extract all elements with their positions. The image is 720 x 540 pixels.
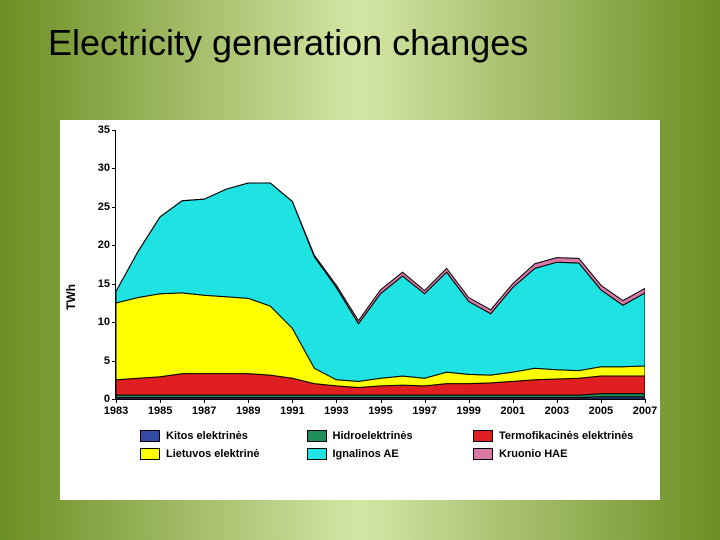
x-tick-label: 2005 xyxy=(589,405,613,417)
legend-swatch xyxy=(140,448,160,460)
legend-swatch xyxy=(473,448,493,460)
x-tick-label: 2003 xyxy=(545,405,569,417)
legend-label: Lietuvos elektrinė xyxy=(166,448,260,460)
legend-item-lietuvos: Lietuvos elektrinė xyxy=(140,448,307,460)
legend-label: Ignalinos AE xyxy=(333,448,399,460)
x-tick-label: 1983 xyxy=(104,405,128,417)
x-tick-label: 1997 xyxy=(412,405,436,417)
y-tick-label: 25 xyxy=(98,201,110,213)
legend-item-kruonio: Kruonio HAE xyxy=(473,448,640,460)
legend-swatch xyxy=(307,430,327,442)
x-tick-label: 1999 xyxy=(456,405,480,417)
legend-item-kitos: Kitos elektrinės xyxy=(140,430,307,442)
legend-item-ignalinos: Ignalinos AE xyxy=(307,448,474,460)
x-tick-label: 1991 xyxy=(280,405,304,417)
chart-legend: Kitos elektrinės Hidroelektrinės Termofika… xyxy=(140,430,640,466)
legend-label: Kruonio HAE xyxy=(499,448,567,460)
slide: Electricity generation changes TWh 05101… xyxy=(0,0,720,540)
x-tick-label: 2007 xyxy=(633,405,657,417)
legend-label: Hidroelektrinės xyxy=(333,430,413,442)
x-tick-label: 1993 xyxy=(324,405,348,417)
legend-item-termo: Termofikacinės elektrinės xyxy=(473,430,640,442)
y-tick-label: 35 xyxy=(98,124,110,136)
y-tick-label: 5 xyxy=(104,355,110,367)
y-tick-label: 15 xyxy=(98,278,110,290)
legend-label: Termofikacinės elektrinės xyxy=(499,430,633,442)
y-tick-label: 10 xyxy=(98,316,110,328)
chart-card: TWh 051015202530351983198519871989199119… xyxy=(60,120,660,500)
x-tick-label: 1989 xyxy=(236,405,260,417)
x-tick-label: 1985 xyxy=(148,405,172,417)
legend-swatch xyxy=(473,430,493,442)
y-tick-label: 20 xyxy=(98,239,110,251)
y-axis-label: TWh xyxy=(64,284,78,310)
slide-title: Electricity generation changes xyxy=(0,22,720,64)
x-tick-label: 1995 xyxy=(368,405,392,417)
x-tick-label: 1987 xyxy=(192,405,216,417)
y-tick-label: 30 xyxy=(98,162,110,174)
chart-plot-area: 0510152025303519831985198719891991199319… xyxy=(115,130,645,400)
legend-swatch xyxy=(307,448,327,460)
x-tick-label: 2001 xyxy=(501,405,525,417)
stacked-area-svg xyxy=(116,130,645,399)
legend-label: Kitos elektrinės xyxy=(166,430,248,442)
y-tick-label: 0 xyxy=(104,393,110,405)
legend-item-hidro: Hidroelektrinės xyxy=(307,430,474,442)
legend-swatch xyxy=(140,430,160,442)
